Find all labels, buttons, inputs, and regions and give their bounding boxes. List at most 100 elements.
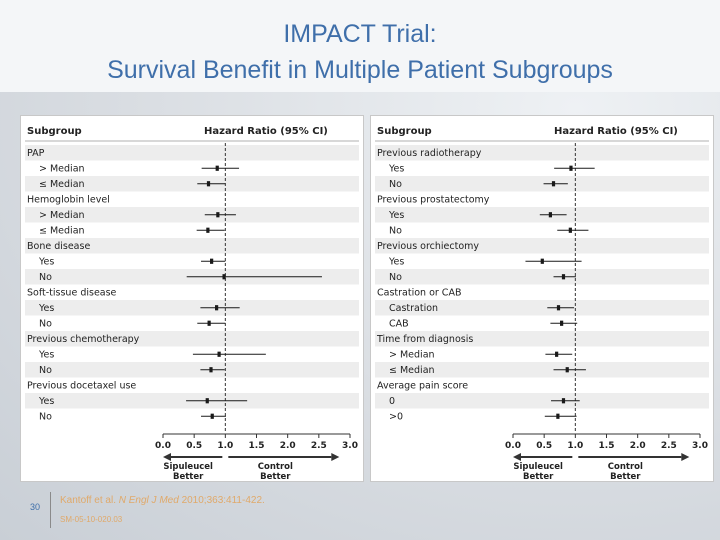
hazard-ratio-point	[561, 398, 566, 404]
row-label: Yes	[388, 257, 404, 268]
row-label: Yes	[38, 396, 54, 407]
hazard-ratio-point	[222, 274, 226, 280]
x-tick-label: 2.0	[280, 441, 296, 451]
row-label: ≤ Median	[389, 365, 435, 376]
row-label: >0	[389, 412, 403, 423]
citation-authors: Kantoff et al.	[60, 495, 116, 506]
hazard-ratio-point	[217, 351, 221, 357]
x-tick-label: 2.5	[661, 441, 677, 451]
favor-left-label-1: Sipuleucel	[163, 462, 213, 472]
row-label: Castration or CAB	[377, 288, 461, 299]
hazard-ratio-point	[215, 165, 219, 171]
x-tick-label: 3.0	[342, 441, 358, 451]
x-tick-label: 0.0	[155, 441, 171, 451]
hazard-ratio-point	[206, 181, 211, 187]
x-tick-label: 0.0	[505, 441, 521, 451]
x-tick-label: 1.5	[599, 441, 615, 451]
row-label: Yes	[38, 350, 54, 361]
row-label: Hemoglobin level	[27, 195, 110, 206]
row-label: > Median	[39, 164, 85, 175]
favor-right-arrowhead	[331, 453, 340, 461]
header-subgroup: Subgroup	[377, 126, 432, 137]
forest-plot-left: Subgroup Hazard Ratio (95% CI) PAP > Median…	[20, 115, 364, 482]
hazard-ratio-point	[209, 367, 213, 373]
hazard-ratio-point	[210, 258, 214, 264]
x-tick-label: 1.0	[217, 441, 233, 451]
hazard-ratio-point	[568, 227, 572, 233]
row-label: ≤ Median	[39, 226, 85, 237]
title-band	[0, 0, 720, 92]
row-stripe	[375, 238, 709, 254]
row-label: PAP	[27, 148, 45, 159]
page-number: 30	[30, 502, 41, 512]
row-label: Yes	[388, 164, 404, 175]
favor-left-arrowhead	[163, 453, 171, 461]
row-stripe	[375, 300, 709, 316]
row-label: Previous orchiectomy	[377, 241, 479, 252]
header-subgroup: Subgroup	[27, 126, 82, 137]
row-label: 0	[389, 396, 395, 407]
row-label: No	[39, 272, 52, 283]
favor-left-arrowhead	[513, 453, 521, 461]
row-label: Previous radiotherapy	[377, 148, 482, 159]
row-label: Average pain score	[377, 381, 468, 392]
row-stripe	[25, 362, 359, 378]
row-label: Bone disease	[27, 241, 90, 252]
row-label: Previous chemotherapy	[27, 334, 140, 345]
row-stripe	[375, 176, 709, 192]
row-label: Soft-tissue disease	[27, 288, 117, 299]
hazard-ratio-point	[205, 398, 209, 404]
citation-journal: N Engl J Med	[118, 495, 179, 506]
hazard-ratio-point	[215, 305, 219, 311]
hazard-ratio-point	[540, 258, 544, 264]
favor-right-label-1: Control	[608, 462, 643, 472]
row-label: No	[389, 226, 402, 237]
favor-right-label-1: Control	[258, 462, 293, 472]
favor-left-label-1: Sipuleucel	[513, 462, 563, 472]
row-stripe	[375, 393, 709, 409]
row-label: No	[39, 319, 52, 330]
row-stripe	[375, 145, 709, 161]
row-stripe	[25, 145, 359, 161]
row-label: No	[389, 272, 402, 283]
row-stripe	[375, 331, 709, 347]
x-tick-label: 2.0	[630, 441, 646, 451]
row-label: No	[39, 412, 52, 423]
x-tick-label: 0.5	[186, 441, 202, 451]
row-label: Yes	[388, 210, 404, 221]
row-label: No	[39, 365, 52, 376]
slide-title-line1: IMPACT Trial:	[283, 20, 437, 48]
header-hazard-ratio: Hazard Ratio (95% CI)	[554, 126, 678, 137]
row-label: > Median	[39, 210, 85, 221]
hazard-ratio-point	[548, 212, 552, 218]
document-code: SM-05-10-020.03	[60, 515, 123, 524]
hazard-ratio-point	[560, 320, 564, 326]
row-label: ≤ Median	[39, 179, 85, 190]
hazard-ratio-point	[551, 181, 556, 187]
hazard-ratio-point	[206, 227, 210, 233]
header-hazard-ratio: Hazard Ratio (95% CI)	[204, 126, 328, 137]
row-label: Time from diagnosis	[376, 334, 473, 345]
hazard-ratio-point	[565, 367, 569, 373]
row-stripe	[25, 331, 359, 347]
favor-right-label-2: Better	[610, 472, 641, 481]
hazard-ratio-point	[207, 320, 211, 326]
x-tick-label: 1.5	[249, 441, 265, 451]
favor-left-label-2: Better	[523, 472, 554, 481]
x-tick-label: 1.0	[567, 441, 583, 451]
favor-right-arrowhead	[681, 453, 690, 461]
hazard-ratio-point	[569, 165, 573, 171]
x-tick-label: 0.5	[536, 441, 552, 451]
row-label: Castration	[389, 303, 438, 314]
row-stripe	[25, 207, 359, 223]
row-label: Previous docetaxel use	[27, 381, 136, 392]
row-label: Yes	[38, 257, 54, 268]
x-tick-label: 3.0	[692, 441, 708, 451]
row-stripe	[25, 300, 359, 316]
row-label: CAB	[389, 319, 409, 330]
row-label: No	[389, 179, 402, 190]
x-tick-label: 2.5	[311, 441, 327, 451]
hazard-ratio-point	[555, 351, 559, 357]
footer-divider	[50, 492, 51, 528]
row-label: Yes	[38, 303, 54, 314]
